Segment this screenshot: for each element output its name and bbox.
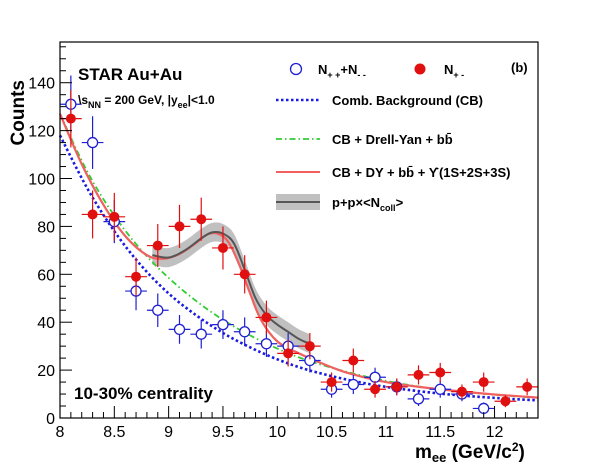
panel-label: (b) (511, 60, 528, 75)
x-tick-label: 8.5 (103, 424, 125, 441)
legend-unlike-sign: N+ - (444, 62, 464, 80)
point-like-sign (434, 383, 446, 395)
y-tick-label: 20 (37, 363, 55, 380)
point-like-sign (260, 338, 273, 350)
energy-prefix: \s (78, 93, 88, 107)
point-unlike-sign (65, 113, 76, 124)
energy-sub: NN (88, 100, 101, 110)
legend-pp-sub: coll (380, 203, 396, 213)
point-unlike-sign (478, 377, 489, 388)
point-unlike-sign (435, 367, 446, 378)
legend-dy: CB + Drell-Yan + bb̄ (332, 132, 453, 147)
x-axis-title-sup: 2 (512, 440, 519, 454)
point-like-sign (152, 304, 164, 316)
point-like-sign (217, 318, 229, 331)
point-like-sign (173, 323, 186, 336)
point-like-sign (347, 378, 359, 391)
y-tick-label: 80 (37, 219, 55, 236)
y-tick-label: 140 (28, 76, 55, 93)
legend-pp-suffix: > (396, 195, 404, 210)
x-axis-title: mee (GeV/c2) (415, 440, 525, 464)
point-like-sign (239, 326, 251, 338)
point-unlike-sign (196, 214, 207, 225)
y-tick-label: 0 (46, 411, 55, 428)
x-tick-label: 11 (378, 424, 395, 441)
legend-pp: p+p×<Ncoll> (332, 195, 404, 213)
point-unlike-sign (304, 341, 315, 352)
point-unlike-sign (370, 384, 381, 395)
pp-line (152, 230, 311, 345)
legend-like-sign-sub1: + + (327, 70, 340, 80)
point-like-sign (195, 328, 207, 340)
point-unlike-sign (239, 269, 250, 280)
legend-like-sign: N+ ++N- - (318, 62, 366, 80)
energy-mid: = 200 GeV, |y (101, 93, 178, 107)
point-like-sign (86, 136, 99, 149)
x-tick-label: 10.5 (316, 424, 347, 441)
legend-total: CB + DY + bb̄ + ϒ(1S+2S+3S) (332, 165, 510, 180)
energy-sub2: ee (178, 100, 188, 110)
point-unlike-sign (261, 312, 272, 323)
point-like-sign (369, 371, 381, 383)
x-tick-label: 12 (486, 424, 504, 441)
point-unlike-sign (456, 386, 467, 397)
y-tick-label: 120 (28, 124, 55, 141)
point-unlike-sign (131, 271, 142, 282)
x-axis-title-sub: ee (432, 450, 446, 464)
energy-label: \sNN = 200 GeV, |yee|<1.0 (78, 93, 215, 110)
experiment-label: STAR Au+Au (78, 65, 182, 84)
legend-cb: Comb. Background (CB) (332, 93, 483, 108)
point-unlike-sign (283, 348, 294, 359)
x-tick-label: 9.5 (212, 424, 234, 441)
point-unlike-sign (500, 396, 511, 407)
energy-suffix: |<1.0 (188, 93, 215, 107)
legend-like-sign-mid: +N (340, 62, 357, 77)
x-axis-title-m: m (415, 442, 432, 463)
x-axis-title-units: (GeV/c (446, 442, 512, 463)
point-unlike-sign (348, 355, 359, 366)
y-axis-title: Counts (8, 80, 29, 145)
legend-like-sign-n: N (318, 62, 327, 77)
legend-like-sign-sub2: - - (357, 70, 366, 80)
legend-unlike-sign-sub: + - (453, 70, 464, 80)
legend-pp-main: p+p×<N (332, 195, 380, 210)
point-unlike-sign (522, 381, 533, 392)
point-unlike-sign (174, 221, 185, 232)
point-unlike-sign (87, 209, 98, 220)
point-unlike-sign (326, 377, 337, 388)
point-unlike-sign (413, 369, 424, 380)
x-tick-label: 11.5 (425, 424, 455, 441)
y-tick-label: 60 (37, 267, 55, 284)
legend-marker-like-sign (289, 62, 303, 76)
y-tick-label: 40 (37, 315, 55, 332)
y-tick-label: 100 (28, 172, 55, 189)
legend-unlike-sign-n: N (444, 62, 453, 77)
point-unlike-sign (152, 240, 163, 251)
x-tick-label: 10 (268, 424, 286, 441)
legend-marker-unlike-sign (414, 63, 426, 75)
point-unlike-sign (217, 242, 228, 253)
pp-band (152, 222, 310, 354)
x-axis-title-close: ) (519, 442, 525, 463)
point-unlike-sign (391, 381, 402, 392)
point-like-sign (478, 402, 490, 415)
point-unlike-sign (109, 211, 120, 222)
x-tick-label: 8 (56, 424, 65, 441)
legend: N+ ++N- - N+ - Comb. Background (CB) CB … (276, 62, 510, 213)
x-tick-label: 9 (164, 424, 173, 441)
centrality-label: 10-30% centrality (74, 384, 213, 403)
point-like-sign (412, 393, 425, 405)
